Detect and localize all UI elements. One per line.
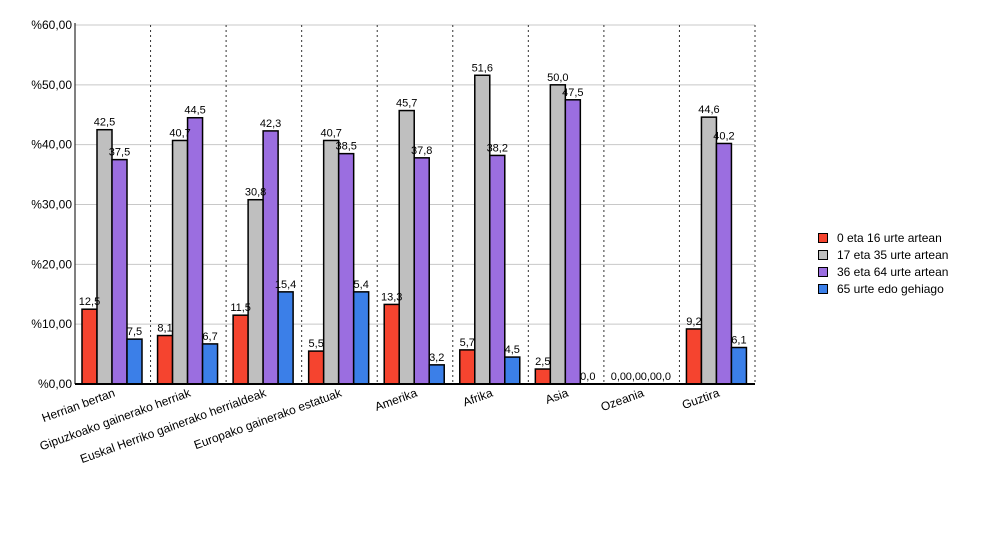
legend-label: 0 eta 16 urte artean (837, 230, 942, 245)
y-tick-label: %60,00 (31, 18, 72, 32)
bar (352, 291, 370, 385)
bar (685, 328, 703, 385)
bar (413, 157, 430, 385)
bar (156, 334, 174, 385)
legend-item: 65 urte edo gehiago (818, 280, 948, 297)
legend-swatch (818, 283, 828, 294)
y-tick-label: %10,00 (31, 317, 72, 331)
legend-label: 36 eta 64 urte artean (837, 264, 949, 279)
bar (186, 116, 204, 385)
data-label: 12,5 (79, 296, 100, 308)
bar (730, 346, 748, 385)
data-label: 0,0 (580, 371, 595, 383)
data-label: 3,2 (429, 352, 444, 364)
data-label: 8,1 (157, 323, 172, 335)
data-label: 47,5 (562, 87, 583, 99)
legend-label: 65 urte edo gehiago (837, 281, 944, 296)
data-label: 2,5 (535, 356, 550, 368)
x-tick-label: Guztira (680, 386, 721, 412)
bar (534, 368, 552, 385)
data-label: 5,5 (309, 338, 324, 350)
bar (700, 116, 718, 385)
bar (247, 198, 264, 385)
legend-swatch (818, 232, 828, 243)
bar (262, 130, 279, 385)
bar (504, 356, 521, 385)
data-label: 40,7 (169, 127, 190, 139)
data-label: 4,5 (505, 344, 520, 356)
data-label: 0,0 (641, 371, 656, 383)
bar (232, 314, 249, 385)
data-label: 7,5 (127, 326, 142, 338)
data-label: 38,2 (487, 142, 508, 154)
data-label: 42,5 (94, 117, 115, 129)
bar (81, 308, 98, 385)
data-label: 5,7 (460, 337, 475, 349)
y-tick-label: %30,00 (31, 198, 72, 212)
legend-label: 17 eta 35 urte artean (837, 247, 949, 262)
bar (307, 350, 325, 385)
x-tick-label: Amerika (373, 386, 419, 414)
bar (549, 84, 567, 385)
y-tick-label: %50,00 (31, 78, 72, 92)
bar (474, 74, 491, 385)
bar (201, 343, 219, 385)
data-label: 15,4 (275, 279, 296, 291)
data-label: 40,2 (713, 130, 734, 142)
legend-item: 0 eta 16 urte artean (818, 229, 948, 246)
legend-swatch (818, 266, 828, 277)
bar (126, 338, 143, 385)
bar (564, 99, 582, 385)
y-tick-label: %40,00 (31, 138, 72, 152)
data-label: 30,8 (245, 187, 266, 199)
bar (96, 128, 113, 385)
bar (459, 349, 476, 385)
bar (277, 291, 294, 385)
legend-item: 17 eta 35 urte artean (818, 246, 948, 263)
data-label: 44,6 (698, 104, 719, 116)
data-label: 37,8 (411, 145, 432, 157)
x-tick-label: Europako gainerako estatuak (192, 385, 344, 452)
data-label: 13,3 (381, 291, 402, 303)
data-label: 6,1 (731, 335, 746, 347)
bar (428, 364, 445, 385)
legend-item: 36 eta 64 urte artean (818, 263, 948, 280)
y-tick-label: %20,00 (31, 257, 72, 271)
y-tick-label: %0,00 (38, 377, 72, 391)
x-tick-label: Ozeania (599, 386, 646, 415)
data-label: 0,0 (656, 371, 671, 383)
bar (171, 139, 189, 385)
data-label: 0,0 (626, 371, 641, 383)
data-label: 40,7 (320, 127, 341, 139)
bar (111, 158, 128, 385)
data-label: 9,2 (686, 316, 701, 328)
data-label: 37,5 (109, 147, 130, 159)
data-label: 44,5 (184, 105, 205, 117)
data-label: 38,5 (335, 141, 356, 153)
bar (383, 303, 400, 385)
bar (715, 142, 733, 385)
data-label: 0,0 (611, 371, 626, 383)
data-label: 6,7 (202, 331, 217, 343)
data-label: 42,3 (260, 118, 281, 130)
data-label: 51,6 (472, 62, 493, 74)
bar (322, 139, 340, 385)
x-tick-label: Afrika (461, 386, 495, 410)
data-label: 5,4 (354, 279, 369, 291)
bar (337, 152, 355, 385)
chart-legend: 0 eta 16 urte artean 17 eta 35 urte artea… (818, 229, 948, 297)
data-label: 50,0 (547, 72, 568, 84)
data-label: 11,5 (230, 302, 251, 314)
data-label: 45,7 (396, 98, 417, 110)
legend-swatch (818, 249, 828, 260)
x-tick-label: Asia (543, 386, 570, 407)
bar (489, 154, 506, 385)
